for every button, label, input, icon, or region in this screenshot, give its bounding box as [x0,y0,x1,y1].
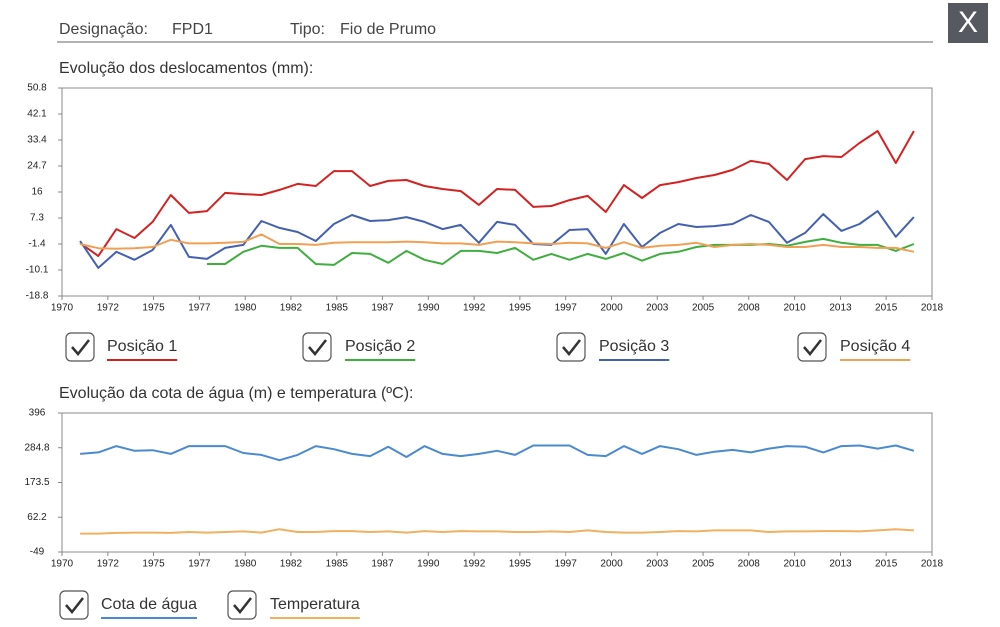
chart-title: Evolução dos deslocamentos (mm): [59,60,313,77]
x-tick-label: 1995 [509,303,532,314]
x-tick-label: 1995 [509,559,532,570]
legend-checkbox[interactable] [556,332,586,362]
y-tick-label: 50.8 [27,83,47,94]
legend-label[interactable]: Posição 3 [599,338,669,355]
x-tick-label: 1997 [555,559,578,570]
x-tick-label: 1975 [142,303,165,314]
x-tick-label: 2008 [738,303,761,314]
legend-checkbox[interactable] [227,590,257,620]
series-line [80,444,915,462]
close-button-bg[interactable] [948,3,988,43]
x-tick-label: 1987 [371,559,394,570]
y-tick-label: -10.1 [26,265,49,276]
x-tick-label: 2010 [783,559,806,570]
legend-checkmark[interactable] [71,339,90,356]
type: Fio de Prumo [340,21,436,38]
y-tick-label: 24.7 [27,161,47,172]
x-tick-label: 2015 [875,303,898,314]
x-tick-label: 1985 [326,303,349,314]
x-tick-label: 1997 [555,303,578,314]
x-tick-label: 1980 [234,559,257,570]
chart-title: Evolução da cota de água (m) e temperatu… [59,385,413,402]
x-tick-label: 2005 [692,559,715,570]
x-tick-label: 1992 [463,303,486,314]
x-tick-label: 2018 [921,559,944,570]
x-tick-label: 2010 [783,303,806,314]
series-line [79,210,915,269]
y-tick-label: -49 [30,547,45,558]
legend-checkbox[interactable] [65,332,95,362]
legend-checkbox[interactable] [302,332,332,362]
x-tick-label: 1982 [280,559,303,570]
y-tick-label: 284.8 [24,442,49,453]
series-line [79,130,915,257]
legend-checkmark[interactable] [233,597,252,614]
legend-label[interactable]: Posição 1 [107,338,177,355]
legend-checkmark[interactable] [65,597,84,614]
legend-label[interactable]: Temperatura [270,596,360,613]
series-line [207,237,915,266]
series-line [80,528,914,535]
x-tick-label: 1985 [326,559,349,570]
x-tick-label: 1970 [51,559,74,570]
x-tick-label: 2003 [646,559,669,570]
type-label: Tipo: [290,21,325,38]
x-tick-label: 2013 [829,559,852,570]
x-tick-label: 1970 [51,303,74,314]
legend-label[interactable]: Posição 2 [345,338,415,355]
y-tick-label: 173.5 [24,477,49,488]
x-tick-label: 1972 [97,559,120,570]
legend-checkbox[interactable] [797,332,827,362]
x-tick-label: 1990 [417,559,440,570]
x-tick-label: 2000 [600,303,623,314]
y-tick-label: -1.4 [28,239,46,250]
x-tick-label: 2003 [646,303,669,314]
y-tick-label: 62.2 [27,512,47,523]
y-tick-label: 33.4 [27,135,47,146]
x-tick-label: 1975 [142,559,165,570]
legend-checkbox[interactable] [59,590,89,620]
x-tick-label: 2013 [829,303,852,314]
x-tick-label: 1972 [97,303,120,314]
x-tick-label: 1977 [188,303,211,314]
y-tick-label: 396 [29,408,46,419]
close-button[interactable]: X [948,3,988,43]
close-button-label[interactable]: X [958,6,978,39]
x-tick-label: 2018 [921,303,944,314]
designation: FPD1 [172,21,213,38]
x-tick-label: 2000 [600,559,623,570]
legend-checkmark[interactable] [308,339,327,356]
plot-frame [61,87,933,297]
x-tick-label: 1992 [463,559,486,570]
x-tick-label: 1982 [280,303,303,314]
x-tick-label: 1990 [417,303,440,314]
x-tick-label: 1987 [371,303,394,314]
y-tick-label: -18.8 [26,291,49,302]
x-tick-label: 2005 [692,303,715,314]
legend-checkmark[interactable] [562,339,581,356]
designation-label: Designação: [59,21,148,38]
x-tick-label: 1980 [234,303,257,314]
x-tick-label: 1977 [188,559,211,570]
y-tick-label: 42.1 [27,109,47,120]
x-tick-label: 2015 [875,559,898,570]
y-tick-label: 7.3 [30,213,44,224]
legend-label[interactable]: Posição 4 [840,338,910,355]
y-tick-label: 16 [31,187,43,198]
legend-checkmark[interactable] [803,339,822,356]
series-line [79,233,915,253]
legend-label[interactable]: Cota de água [101,596,197,613]
x-tick-label: 2008 [738,559,761,570]
